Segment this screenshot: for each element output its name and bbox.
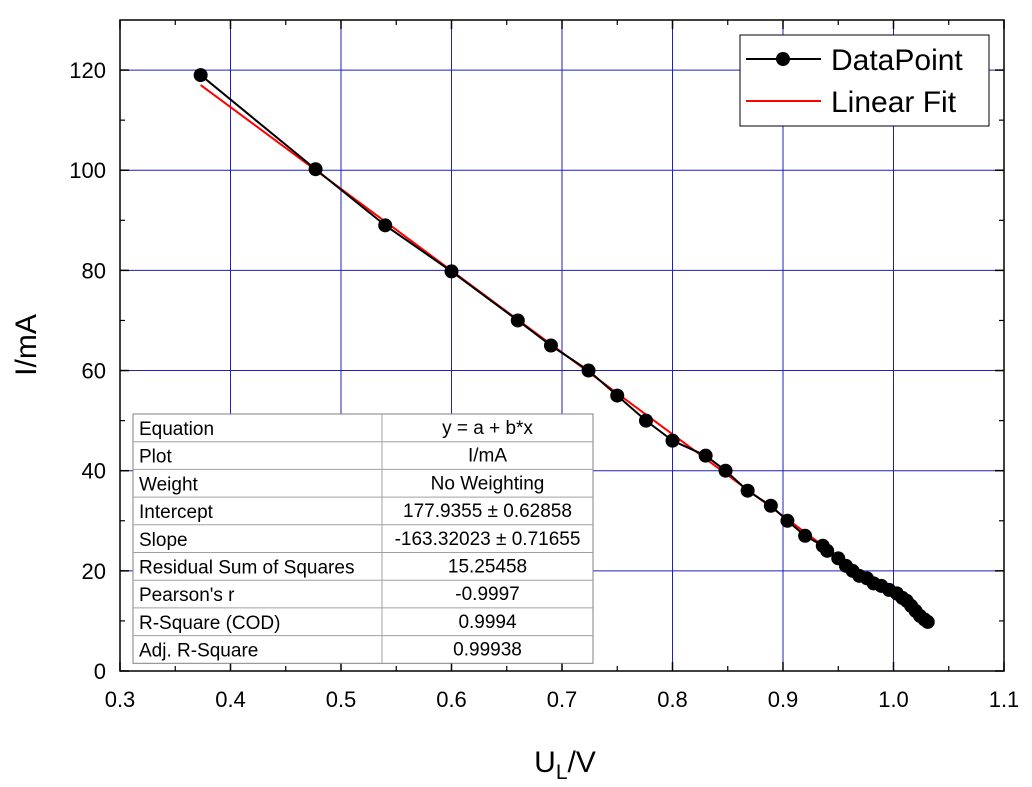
- x-tick-label: 0.3: [105, 687, 136, 712]
- data-point: [543, 338, 558, 353]
- stats-row-value: I/mA: [468, 446, 507, 467]
- x-axis-title-main: U: [534, 746, 556, 779]
- y-tick-labels: 0 20 40 60 80 100 120: [69, 58, 106, 684]
- stats-table-frame: [132, 413, 594, 664]
- x-tick-label: 0.7: [547, 687, 578, 712]
- stats-row-value: -0.9997: [455, 584, 519, 605]
- data-point: [820, 543, 835, 558]
- x-axis-title-subscript: L: [556, 761, 568, 784]
- data-point: [510, 313, 525, 328]
- data-point: [581, 363, 596, 378]
- y-tick-label: 80: [82, 258, 106, 283]
- x-tick-label: 0.6: [436, 687, 467, 712]
- data-point: [444, 264, 459, 279]
- x-tick-label: 0.4: [215, 687, 246, 712]
- stats-row-label: Adj. R-Square: [139, 641, 258, 662]
- x-tick-label: 0.8: [657, 687, 688, 712]
- x-axis-title-suffix: /V: [568, 746, 596, 779]
- data-point: [665, 433, 680, 448]
- data-point: [638, 413, 653, 428]
- data-point: [308, 162, 323, 177]
- stats-row-value: -163.32023 ± 0.71655: [395, 529, 581, 550]
- x-tick-label: 0.5: [326, 687, 357, 712]
- stats-row-label: Equation: [139, 419, 214, 440]
- stats-row-label: Residual Sum of Squares: [139, 558, 354, 579]
- legend: DataPoint Linear Fit: [739, 34, 990, 127]
- data-point: [610, 388, 625, 403]
- legend-linear-fit-label: Linear Fit: [831, 86, 957, 119]
- y-axis-title: I/mA: [10, 314, 43, 376]
- stats-row-value: 0.99938: [453, 640, 522, 661]
- stats-row-value: No Weighting: [431, 473, 545, 494]
- stats-row-value: y = a + b*x: [442, 418, 533, 439]
- data-point: [193, 68, 208, 83]
- y-tick-label: 40: [82, 459, 106, 484]
- stats-row-label: Slope: [139, 530, 188, 551]
- x-tick-label: 1.0: [878, 687, 909, 712]
- stats-row-value: 0.9994: [458, 612, 517, 633]
- stats-row-label: Intercept: [139, 502, 214, 523]
- stats-row-label: R-Square (COD): [139, 613, 280, 634]
- stats-row-label: Pearson's r: [139, 585, 235, 606]
- axis-ticks: [119, 20, 1005, 672]
- data-point: [378, 218, 393, 233]
- data-point: [920, 614, 935, 629]
- legend-datapoint-label: DataPoint: [831, 44, 963, 77]
- y-tick-label: 60: [82, 359, 106, 384]
- data-point: [763, 498, 778, 513]
- stats-row-label: Weight: [139, 474, 199, 495]
- x-tick-labels: 0.3 0.4 0.5 0.6 0.7 0.8 0.9 1.0 1.1: [105, 687, 1020, 712]
- data-point: [718, 463, 733, 478]
- y-tick-label: 0: [94, 659, 106, 684]
- x-tick-label: 0.9: [768, 687, 799, 712]
- x-axis-title: UL/V: [534, 746, 596, 784]
- stats-row-label: Plot: [139, 447, 172, 468]
- data-point: [780, 513, 795, 528]
- stats-row-value: 177.9355 ± 0.62858: [403, 501, 572, 522]
- y-tick-label: 120: [69, 58, 106, 83]
- legend-box: [739, 34, 990, 127]
- data-point: [740, 483, 755, 498]
- data-point: [698, 448, 713, 463]
- data-point: [798, 528, 813, 543]
- fit-statistics-table: Equation y = a + b*x Plot I/mA Weight No Weig…: [132, 413, 594, 664]
- y-tick-label: 20: [82, 559, 106, 584]
- data-layer: [193, 68, 935, 629]
- x-tick-label: 1.1: [989, 687, 1020, 712]
- stats-row-value: 15.25458: [448, 557, 527, 578]
- y-tick-label: 100: [69, 158, 106, 183]
- legend-datapoint-marker: [776, 52, 790, 66]
